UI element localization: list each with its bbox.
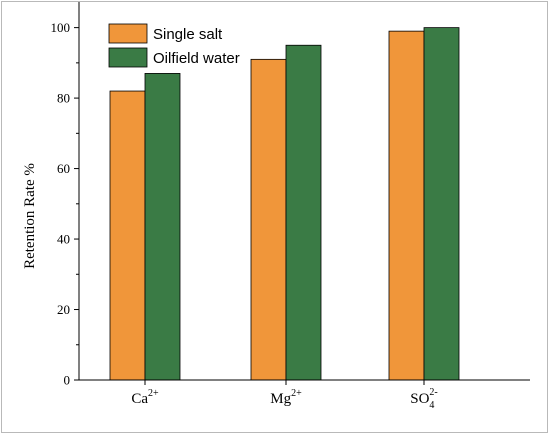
bar-2-1 xyxy=(144,73,181,381)
y-tick-label: 60 xyxy=(57,161,70,176)
bars-group xyxy=(109,27,460,381)
legend-label-2: Oilfield water xyxy=(153,50,240,67)
bar-1-3 xyxy=(388,30,425,381)
y-tick-label: 0 xyxy=(64,373,71,388)
bar-2-2 xyxy=(285,44,322,381)
bar-1-2 xyxy=(250,58,287,381)
y-tick-label: 20 xyxy=(57,302,70,317)
y-tick-label: 80 xyxy=(57,91,70,106)
x-tick-label: SO42- xyxy=(410,387,438,411)
y-tick-label: 40 xyxy=(57,232,70,247)
legend-swatch-1 xyxy=(108,23,148,44)
legend: Single salt Oilfield water xyxy=(108,23,240,68)
x-tick-label: Mg2+ xyxy=(270,388,302,407)
x-ticks-group: Ca2+ Mg2+ SO42- xyxy=(131,380,438,411)
axes-group xyxy=(78,2,530,381)
legend-swatch-2 xyxy=(108,47,148,68)
bar-1-1 xyxy=(109,90,146,381)
y-ticks-group: 0 20 40 60 80 100 xyxy=(51,20,79,388)
legend-label-1: Single salt xyxy=(153,26,223,43)
y-axis-label: Retention Rate % xyxy=(22,163,38,269)
y-tick-label: 100 xyxy=(51,20,71,35)
x-tick-label: Ca2+ xyxy=(131,388,159,407)
bar-2-3 xyxy=(423,27,460,381)
